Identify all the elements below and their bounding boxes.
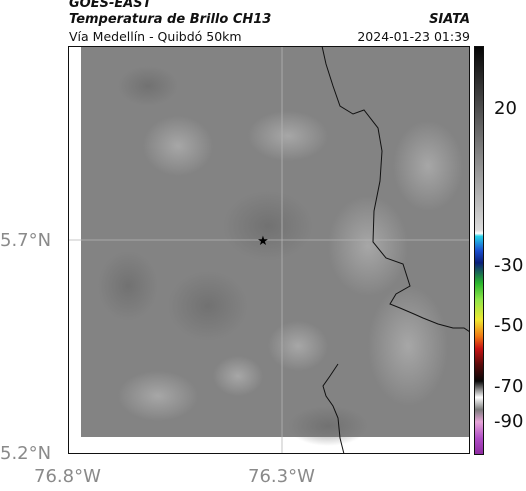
cloud-texture <box>98 66 463 446</box>
header-organization: SIATA <box>429 12 470 27</box>
border-line-south <box>322 363 345 454</box>
colorbar <box>474 46 484 455</box>
map-border <box>68 46 470 454</box>
header-subtitle: Vía Medellín - Quibdó 50km <box>69 29 242 44</box>
x-tick-label: 76.8°W <box>34 466 101 487</box>
x-tick-label: 76.3°W <box>248 466 315 487</box>
y-tick-label: 5.2°N <box>0 443 52 464</box>
colorbar-tick-label: -70 <box>494 376 524 397</box>
satellite-map: ★ <box>68 46 470 454</box>
star-icon: ★ <box>257 234 269 249</box>
y-tick-label: 5.7°N <box>0 230 52 251</box>
colorbar-tick-label: 20 <box>494 98 517 119</box>
header-source: GOES-EAST <box>69 0 152 11</box>
border-line <box>321 46 470 333</box>
header-title: Temperatura de Brillo CH13 <box>69 12 272 27</box>
colorbar-tick-label: -30 <box>494 255 524 276</box>
header-timestamp: 2024-01-23 01:39 <box>357 29 470 44</box>
colorbar-tick-label: -50 <box>494 315 524 336</box>
colorbar-tick-label: -90 <box>494 411 524 432</box>
